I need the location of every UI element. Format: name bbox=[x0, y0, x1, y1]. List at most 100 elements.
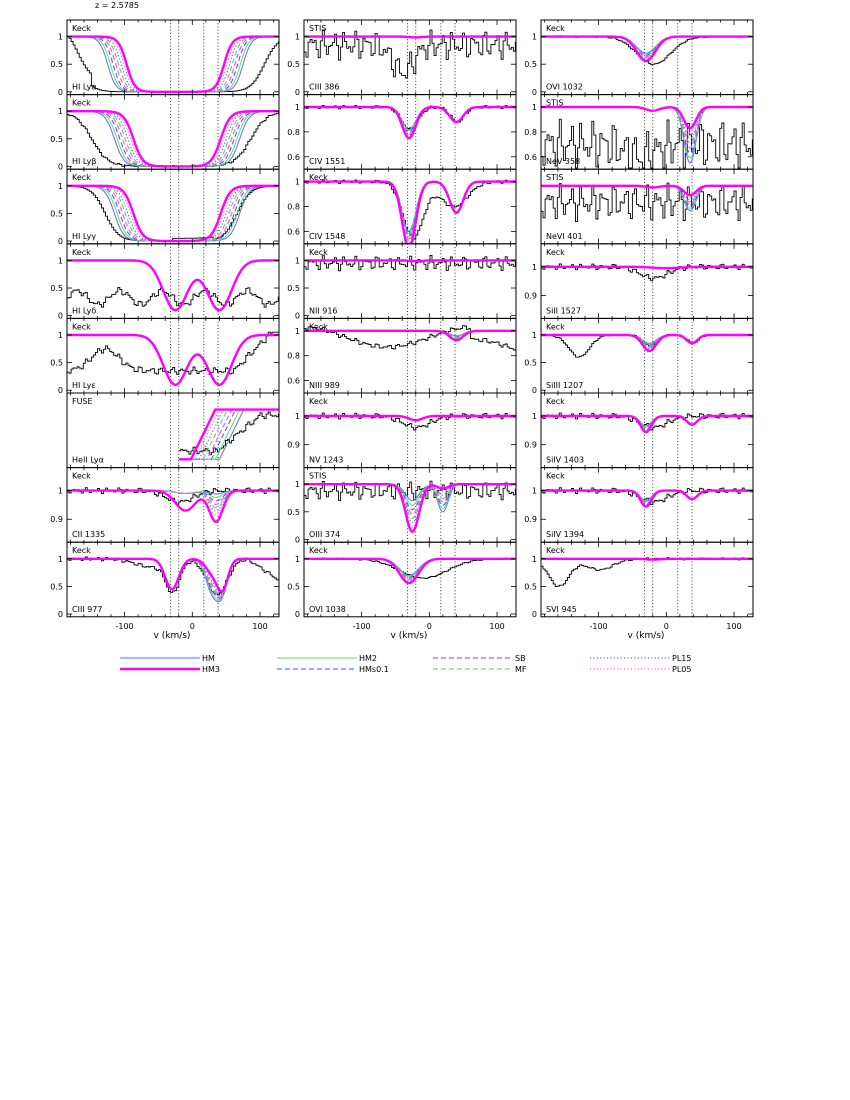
y-tick-label: 1 bbox=[58, 107, 63, 116]
model-curve-mf bbox=[67, 110, 279, 167]
y-tick-label: 0.8 bbox=[287, 203, 300, 212]
model-curve-pl05 bbox=[541, 106, 753, 134]
instrument-label: STIS bbox=[309, 472, 326, 481]
model-curve-hm3 bbox=[541, 557, 753, 561]
observed-spectrum bbox=[541, 263, 753, 282]
y-tick-label: 1 bbox=[295, 412, 300, 421]
panel: 0 0.5 1 Keck HI Lyβ bbox=[50, 94, 280, 171]
legend-entry: HM3 bbox=[120, 665, 220, 674]
y-tick-label: 1 bbox=[58, 182, 63, 191]
model-curve-pl15 bbox=[67, 334, 279, 386]
y-tick-label: 0.5 bbox=[50, 60, 63, 69]
model-curve-hm3 bbox=[304, 259, 516, 263]
model-curve-hm bbox=[541, 36, 753, 54]
y-tick-label: 0.6 bbox=[287, 153, 300, 162]
legend-label: PL05 bbox=[672, 665, 691, 674]
model-curve-hm3 bbox=[67, 259, 279, 312]
instrument-label: Keck bbox=[309, 322, 328, 331]
model-curve-hm3 bbox=[541, 184, 753, 197]
model-curve-hm bbox=[67, 259, 279, 311]
instrument-label: Keck bbox=[72, 546, 91, 555]
panel: 0 0.5 1 Keck HI Lyγ bbox=[50, 168, 280, 246]
model-curve-pl15 bbox=[67, 185, 279, 242]
ion-label: HI Lyα bbox=[72, 83, 97, 92]
legend-entry: MF bbox=[433, 665, 527, 674]
model-curve-hm3 bbox=[304, 557, 516, 585]
model-curve-hms01 bbox=[541, 36, 753, 56]
ion-label: CIII 386 bbox=[309, 83, 339, 92]
observed-spectrum bbox=[541, 557, 753, 587]
y-tick-label: 1 bbox=[532, 331, 537, 340]
model-curve-hm3 bbox=[541, 489, 753, 508]
panel: 0 0.5 1 STIS CIII 386 bbox=[287, 19, 517, 97]
x-axis-label-col1: v (km/s) bbox=[154, 631, 191, 641]
ion-label: OIII 374 bbox=[309, 530, 340, 539]
y-tick-label: 0.9 bbox=[524, 441, 537, 450]
panel: 0 0.5 1 Keck OVI 1038 -100 0 100 bbox=[287, 541, 517, 631]
y-tick-label: 0.6 bbox=[287, 377, 300, 386]
panel-frame bbox=[66, 168, 280, 245]
panel: 0 0.5 1 Keck OVI 1032 bbox=[524, 19, 754, 97]
model-curve-mf bbox=[67, 334, 279, 386]
y-tick-label: 0 bbox=[295, 88, 300, 97]
y-tick-label: 0.8 bbox=[524, 128, 537, 137]
panel-frame bbox=[66, 243, 280, 319]
model-curve-hm3 bbox=[67, 557, 279, 593]
model-curve-pl15 bbox=[67, 259, 279, 311]
panel: 0 0.5 1 Keck HI Lyδ bbox=[50, 243, 280, 321]
panel: 0 0.5 1 STIS OIII 374 bbox=[287, 467, 517, 544]
y-tick-label: 1 bbox=[58, 555, 63, 564]
model-curve-hm2 bbox=[541, 36, 753, 55]
observed-spectrum bbox=[541, 412, 753, 431]
panel: 0 0.5 1 Keck SVI 945 -100 0 100 bbox=[524, 541, 754, 631]
model-curve-sb bbox=[67, 259, 279, 311]
model-curve-hm bbox=[67, 36, 279, 93]
instrument-label: Keck bbox=[546, 322, 565, 331]
model-curve-hms01 bbox=[67, 259, 279, 311]
observed-spectrum bbox=[304, 480, 516, 501]
model-curve-pl05 bbox=[67, 185, 279, 242]
model-curve-hm3 bbox=[304, 483, 516, 533]
legend-entry: PL05 bbox=[590, 665, 691, 674]
model-curve-hms01 bbox=[304, 181, 516, 237]
model-curve-hm2 bbox=[67, 185, 279, 242]
panel: 0.6 0.8 1 Keck NIII 989 bbox=[287, 317, 517, 394]
x-tick-label: -100 bbox=[352, 622, 370, 631]
y-tick-label: 0.5 bbox=[524, 60, 537, 69]
panel: 0.9 1 Keck SiIV 1403 bbox=[524, 392, 754, 469]
panel: 0.9 1 Keck SiII 1527 bbox=[524, 243, 754, 319]
y-tick-label: 0.8 bbox=[287, 128, 300, 137]
observed-spectrum bbox=[541, 182, 753, 223]
y-tick-label: 0.5 bbox=[50, 209, 63, 218]
ion-label: SVI 945 bbox=[546, 605, 577, 614]
model-curve-hm3 bbox=[541, 35, 753, 63]
ion-label: HI Lyγ bbox=[72, 232, 96, 241]
instrument-label: Keck bbox=[72, 472, 91, 481]
model-curve-hm2 bbox=[67, 259, 279, 311]
model-curve-mf bbox=[67, 185, 279, 242]
model-curve-hm bbox=[304, 106, 516, 130]
model-curve-hm bbox=[304, 181, 516, 232]
legend-label: HM bbox=[202, 654, 215, 663]
observed-spectrum bbox=[67, 487, 279, 506]
y-tick-label: 0 bbox=[58, 386, 63, 395]
legend-entry: HM bbox=[120, 654, 215, 663]
model-curve-hm2 bbox=[541, 415, 753, 428]
y-tick-label: 1 bbox=[532, 263, 537, 272]
redshift-label: z = 2.5785 bbox=[95, 1, 139, 10]
model-curve-pl05 bbox=[67, 259, 279, 311]
instrument-label: Keck bbox=[309, 248, 328, 257]
model-curve-pl05 bbox=[67, 490, 279, 516]
instrument-label: FUSE bbox=[72, 397, 93, 406]
model-curve-mf bbox=[304, 483, 516, 519]
x-axis-label-col3: v (km/s) bbox=[628, 631, 665, 641]
y-tick-label: 0 bbox=[532, 88, 537, 97]
panel: 0.6 0.8 1 Keck CIV 1548 bbox=[287, 168, 517, 245]
model-curve-sb bbox=[541, 334, 753, 348]
legend-label: HM3 bbox=[202, 665, 220, 674]
model-curve-hm3 bbox=[541, 105, 753, 130]
ion-label: HeII Lyα bbox=[72, 456, 104, 465]
model-curve-hm bbox=[67, 334, 279, 386]
ion-label: NIII 989 bbox=[309, 381, 340, 390]
instrument-label: Keck bbox=[309, 397, 328, 406]
